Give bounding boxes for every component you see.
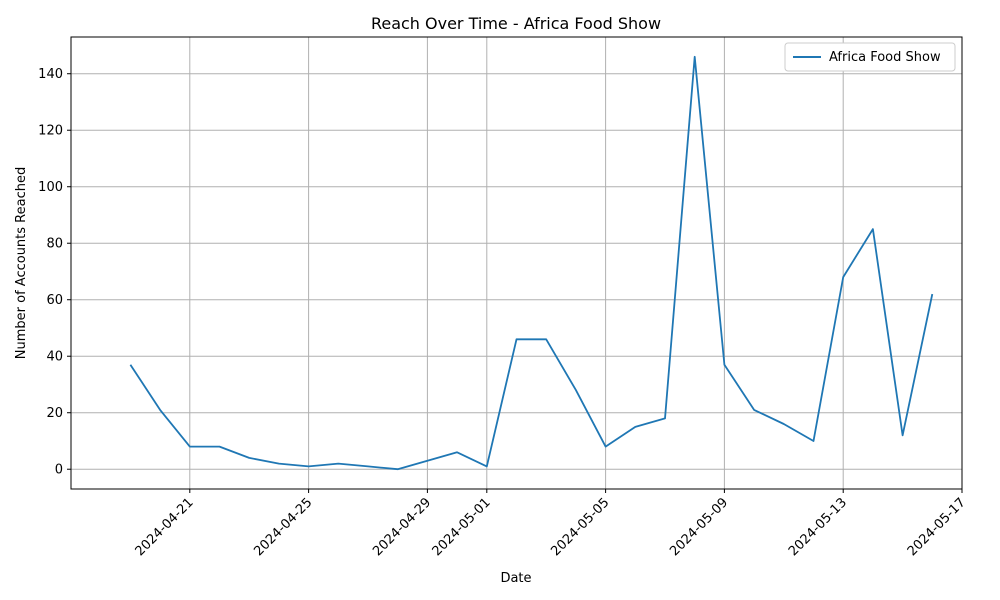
data-point — [337, 462, 339, 464]
grid-lines — [71, 37, 963, 489]
data-point — [931, 293, 933, 295]
x-axis-title: Date — [500, 571, 531, 586]
legend-label: Africa Food Show — [829, 50, 941, 65]
data-point — [189, 445, 191, 447]
data-point — [842, 276, 844, 278]
data-point — [575, 389, 577, 391]
data-point — [872, 228, 874, 230]
series-line — [129, 55, 934, 471]
y-tick-label: 140 — [38, 67, 63, 82]
series-group — [129, 55, 934, 471]
plot-area-frame — [70, 36, 963, 490]
y-tick-label: 60 — [46, 293, 63, 308]
data-point — [397, 468, 399, 470]
data-point — [367, 465, 369, 467]
y-axis-title: Number of Accounts Reached — [14, 167, 29, 359]
data-point — [545, 338, 547, 340]
data-point — [901, 434, 903, 436]
y-tick-label: 80 — [46, 237, 63, 252]
y-tick-label: 120 — [38, 124, 63, 139]
data-point — [694, 56, 696, 58]
data-point — [515, 338, 517, 340]
data-point — [812, 440, 814, 442]
data-point — [753, 409, 755, 411]
data-point — [783, 423, 785, 425]
y-tick-label: 40 — [46, 350, 63, 365]
data-point — [723, 364, 725, 366]
data-point — [278, 462, 280, 464]
data-point — [456, 451, 458, 453]
data-point — [248, 457, 250, 459]
data-point — [426, 460, 428, 462]
data-point — [307, 465, 309, 467]
data-point — [129, 364, 131, 366]
legend-box — [784, 42, 956, 72]
y-tick-label: 20 — [46, 406, 63, 421]
data-point — [634, 426, 636, 428]
data-point — [604, 445, 606, 447]
y-tick-label: 100 — [38, 180, 63, 195]
data-point — [664, 417, 666, 419]
chart-title: Reach Over Time - Africa Food Show — [371, 14, 661, 33]
data-point — [159, 409, 161, 411]
legend: Africa Food Show — [784, 42, 956, 72]
data-point — [486, 465, 488, 467]
y-tick-label: 0 — [55, 463, 63, 478]
data-point — [218, 445, 220, 447]
